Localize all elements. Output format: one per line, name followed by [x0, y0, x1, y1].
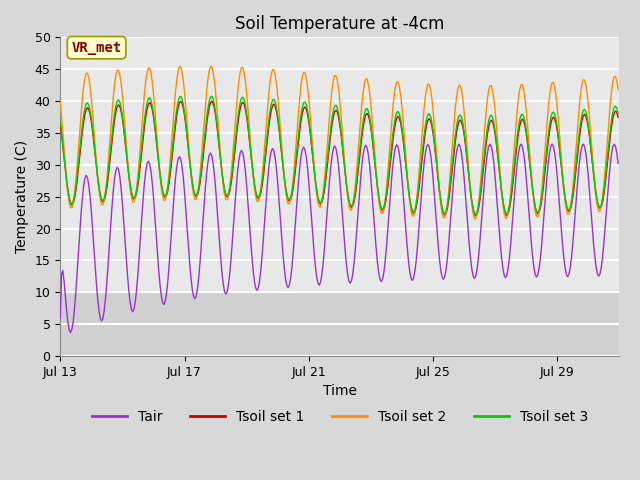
Text: VR_met: VR_met	[72, 41, 122, 55]
X-axis label: Time: Time	[323, 384, 357, 398]
Legend: Tair, Tsoil set 1, Tsoil set 2, Tsoil set 3: Tair, Tsoil set 1, Tsoil set 2, Tsoil se…	[86, 405, 593, 430]
Bar	[60, 292, 620, 356]
Y-axis label: Temperature (C): Temperature (C)	[15, 140, 29, 253]
Title: Soil Temperature at -4cm: Soil Temperature at -4cm	[235, 15, 445, 33]
